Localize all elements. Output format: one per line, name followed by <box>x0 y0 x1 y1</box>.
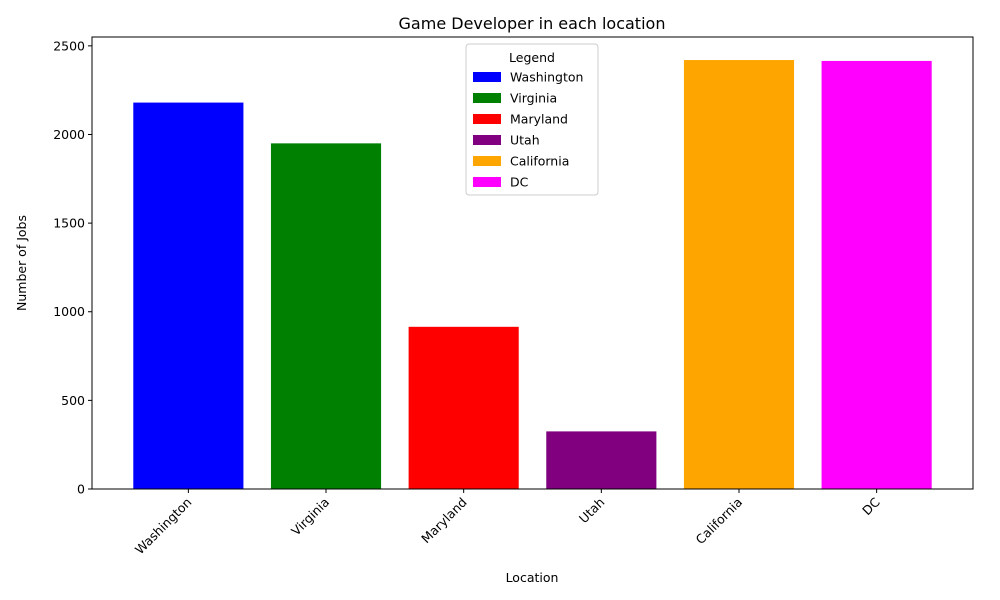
x-tick-label: DC <box>859 494 883 518</box>
legend-swatch <box>473 93 501 103</box>
y-tick-label: 1500 <box>53 216 85 231</box>
legend-entry: Washington <box>510 70 583 85</box>
y-axis-label: Number of Jobs <box>14 215 29 311</box>
legend-swatch <box>473 114 501 124</box>
plot-frame <box>91 36 974 490</box>
legend-swatch <box>473 72 501 82</box>
y-tick-label: 2000 <box>53 127 85 142</box>
x-tick-label: Utah <box>576 495 608 527</box>
bar-california <box>683 60 795 489</box>
y-tick-label: 2500 <box>53 38 85 53</box>
legend-entry: DC <box>510 175 529 190</box>
bar-washington <box>133 102 244 489</box>
legend-title: Legend <box>509 50 555 65</box>
y-tick-label: 0 <box>77 482 85 497</box>
y-axis: 0 500 1000 1500 2000 2500 <box>53 38 92 497</box>
legend-swatch <box>473 135 501 145</box>
x-tick-label: Maryland <box>418 495 470 547</box>
bars-group <box>133 60 932 489</box>
x-tick-label: Virginia <box>288 495 332 539</box>
y-tick-label: 1000 <box>53 304 85 319</box>
x-tick-label: Washington <box>132 495 195 558</box>
legend-entry: Maryland <box>510 112 568 127</box>
y-tick-label: 500 <box>61 393 85 408</box>
legend-entry: California <box>510 154 569 169</box>
bar-dc <box>821 60 932 489</box>
x-tick-label: California <box>693 495 746 548</box>
legend-entry: Utah <box>510 133 540 148</box>
bar-maryland <box>408 326 519 489</box>
legend: Legend Washington Virginia Maryland Utah Cali… <box>465 43 599 196</box>
legend-swatch <box>473 156 501 166</box>
bar-virginia <box>270 143 382 489</box>
x-axis: Washington Virginia Maryland Utah California… <box>132 489 883 557</box>
bar-utah <box>546 431 657 489</box>
chart-title: Game Developer in each location <box>399 14 666 33</box>
x-axis-label: Location <box>506 570 559 585</box>
legend-entry: Virginia <box>510 91 557 106</box>
legend-swatch <box>473 177 501 187</box>
